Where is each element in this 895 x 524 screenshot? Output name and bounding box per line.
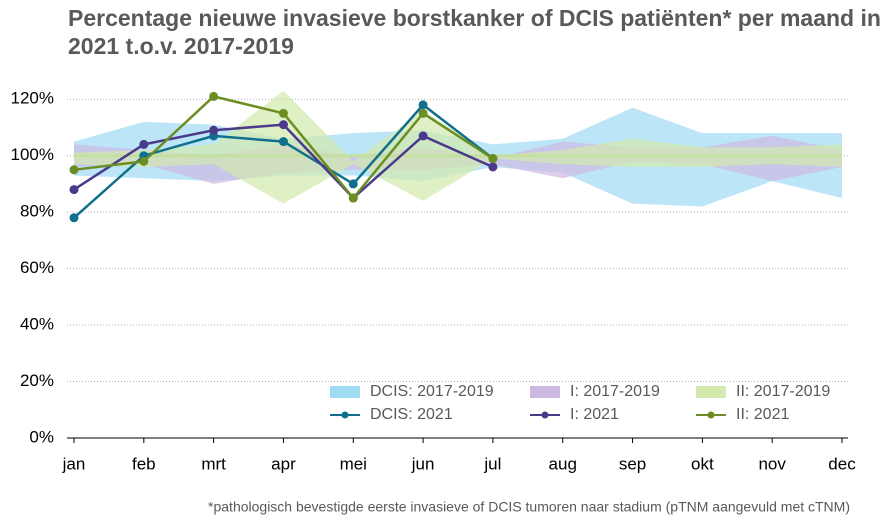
series-point (69, 213, 79, 223)
x-tick-label: nov (758, 454, 786, 473)
series-point (139, 156, 149, 166)
x-tick-label: apr (271, 454, 296, 473)
y-tick-label: 60% (20, 258, 54, 277)
legend-marker (341, 411, 349, 419)
series-point (418, 131, 428, 141)
series-point (488, 154, 498, 164)
legend-label: DCIS: 2021 (370, 406, 453, 423)
footnote: *pathologisch bevestigde eerste invasiev… (208, 499, 850, 515)
band-area (74, 90, 842, 204)
y-tick-label: 80% (20, 202, 54, 221)
x-tick-label: dec (828, 454, 856, 473)
series-point (278, 108, 288, 118)
x-tick-label: jun (411, 454, 435, 473)
x-tick-label: mrt (201, 454, 226, 473)
series-point (348, 193, 358, 203)
series-point (418, 108, 428, 118)
x-tick-label: jul (483, 454, 501, 473)
x-tick-label: sep (619, 454, 646, 473)
legend-marker (541, 411, 549, 419)
legend-label: II: 2021 (736, 406, 789, 423)
legend-label: DCIS: 2017-2019 (370, 383, 494, 400)
series-point (488, 162, 498, 172)
series-point (209, 91, 219, 101)
series-point (348, 179, 358, 189)
legend-swatch (330, 386, 360, 398)
y-tick-label: 100% (11, 145, 54, 164)
legend-label: II: 2017-2019 (736, 383, 830, 400)
x-tick-label: jan (62, 454, 86, 473)
legend-swatch (696, 386, 726, 398)
chart-title: Percentage nieuwe invasieve borstkanker … (68, 5, 881, 59)
series-point (209, 125, 219, 135)
y-tick-label: 20% (20, 371, 54, 390)
series-point (278, 137, 288, 147)
y-tick-label: 40% (20, 315, 54, 334)
x-tick-label: mei (340, 454, 367, 473)
y-tick-label: 0% (29, 427, 54, 446)
legend-marker (707, 411, 715, 419)
series-point (278, 120, 288, 130)
legend-label: I: 2021 (570, 406, 619, 423)
legend-swatch (530, 386, 560, 398)
series-point (139, 139, 149, 149)
x-tick-label: feb (132, 454, 156, 473)
legend-label: I: 2017-2019 (570, 383, 660, 400)
series-point (69, 185, 79, 195)
y-tick-label: 120% (11, 89, 54, 108)
series-point (418, 100, 428, 110)
x-tick-label: aug (549, 454, 577, 473)
x-tick-label: okt (691, 454, 714, 473)
series-point (69, 165, 79, 175)
